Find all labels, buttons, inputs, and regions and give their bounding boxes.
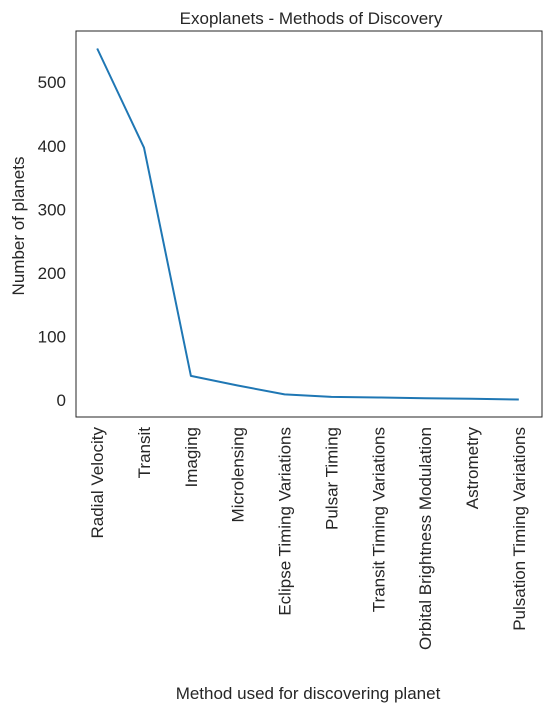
y-tick-label: 100: [38, 328, 66, 347]
series-line: [96, 48, 519, 401]
y-tick-label: 400: [38, 137, 66, 156]
x-tick-label: Eclipse Timing Variations: [276, 427, 295, 616]
x-tick-label: Radial Velocity: [88, 427, 107, 539]
x-tick-label: Astrometry: [463, 427, 482, 510]
y-tick-label: 0: [57, 391, 66, 410]
plot-area-frame: [75, 30, 543, 418]
x-tick-label: Pulsar Timing: [322, 427, 341, 530]
y-tick-label: 200: [38, 264, 66, 283]
chart-title: Exoplanets - Methods of Discovery: [180, 9, 443, 28]
y-tick-label: 300: [38, 200, 66, 219]
y-tick-label: 500: [38, 73, 66, 92]
x-tick-label: Imaging: [182, 427, 201, 487]
x-axis-label: Method used for discovering planet: [176, 684, 441, 703]
x-tick-label: Microlensing: [229, 427, 248, 522]
x-tick-label: Transit Timing Variations: [369, 427, 388, 612]
x-axis-ticks: Radial Velocity Transit Imaging Microlensin…: [88, 427, 529, 651]
x-tick-label: Orbital Brightness Modulation: [416, 427, 435, 650]
x-tick-label: Transit: [135, 427, 154, 479]
y-axis-label: Number of planets: [9, 157, 28, 296]
series-layer: [96, 48, 519, 401]
y-axis-ticks: 0 100 200 300 400 500: [38, 73, 66, 410]
x-tick-label: Pulsation Timing Variations: [510, 427, 529, 631]
